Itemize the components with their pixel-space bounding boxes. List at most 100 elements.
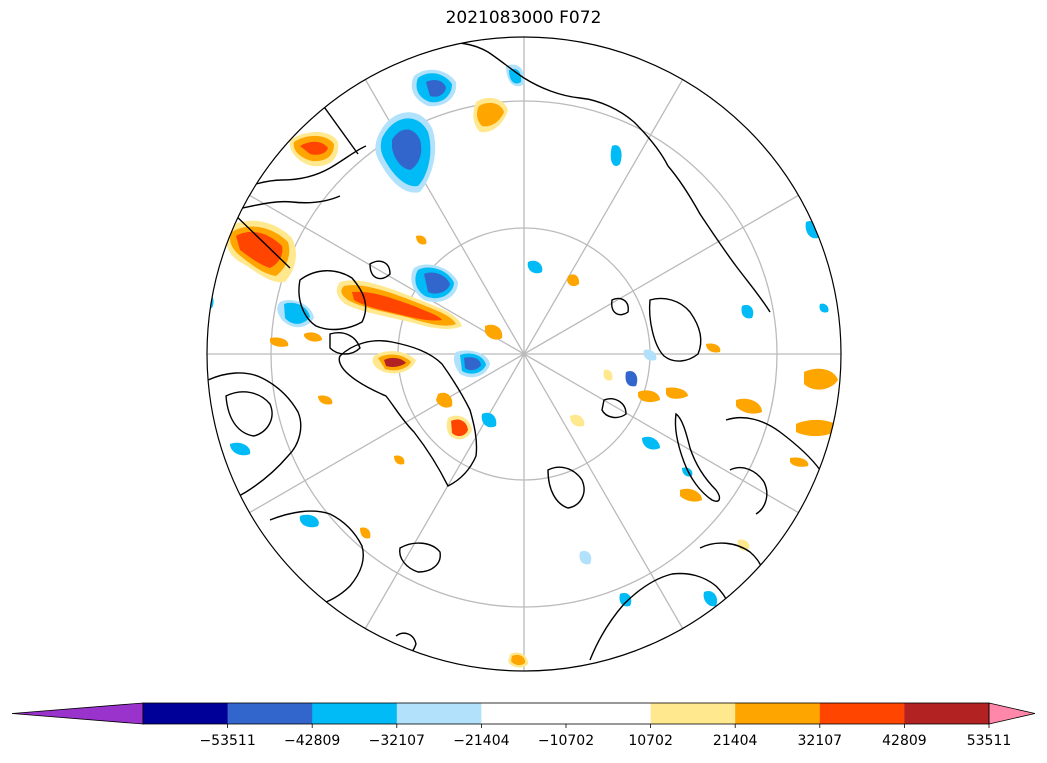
meridian-30e [523, 353, 688, 637]
anomaly-blob-positive [304, 332, 322, 342]
meridian-30w [360, 353, 525, 637]
anomaly-blob-positive [485, 324, 503, 340]
colorbar-segment [819, 703, 905, 724]
anomaly-blob-negative [610, 145, 622, 166]
anomaly-blob-negative [299, 514, 319, 528]
colorbar-tick-label: −21404 [453, 733, 509, 749]
anomaly-blob-positive [796, 419, 840, 437]
colorbar-tick-label: 10702 [628, 733, 673, 749]
anomaly-blob-positive [680, 488, 702, 502]
anomaly-blob-positive [638, 390, 660, 403]
colorbar-tick-label: −42809 [284, 733, 340, 749]
coastline-kara [729, 466, 768, 515]
colorbar-segment [396, 703, 482, 724]
colorbar-tick-label: −32107 [369, 733, 425, 749]
coastline-islands-2 [369, 260, 391, 280]
anomaly-blob-negative [527, 260, 543, 274]
anomaly-blob-positive [436, 392, 453, 408]
coastline-franz-josef [601, 398, 627, 419]
coastline-severnaya [611, 297, 629, 316]
coastline-siberia-east [667, 165, 771, 313]
anomaly-blob-negative [284, 302, 310, 324]
meridian-60e [523, 353, 807, 518]
coastline-islands-1 [329, 332, 361, 355]
colorbar-segment [566, 703, 652, 724]
anomaly-blob-positive [603, 369, 613, 381]
meridian-150w [360, 71, 525, 355]
colorbar-tick-label: 42809 [882, 733, 927, 749]
anomaly-blob-positive [270, 337, 289, 347]
meridian-120w [241, 190, 525, 355]
colorbar-segment [904, 703, 990, 724]
anomaly-blob-positive [477, 102, 504, 127]
coastline-chukotka [439, 42, 669, 167]
colorbar: −53511 −42809 −32107 −21404 −10702 10702 21404… [11, 702, 1036, 749]
anomaly-blob-negative [819, 303, 829, 313]
anomaly-blob-negative [741, 304, 754, 319]
colorbar-tick-label: −53511 [199, 733, 255, 749]
colorbar-segment [735, 703, 821, 724]
colorbar-tick-label: 53511 [967, 733, 1012, 749]
anomaly-blob-positive [567, 274, 580, 287]
colorbar-tick-label: −10702 [538, 733, 594, 749]
anomaly-blob-negative [579, 550, 592, 565]
coastlines [207, 42, 821, 665]
anomaly-blob-positive [318, 395, 333, 405]
colorbar-segment [650, 703, 736, 724]
anomaly-blob-negative [426, 80, 446, 97]
anomaly-blob-positive [300, 141, 328, 155]
anomaly-blob-positive [736, 398, 762, 414]
colorbar-segment [227, 703, 313, 724]
map-boundary [206, 36, 842, 672]
anomaly-blob-positive [416, 235, 427, 245]
political-boundary-alaska-yukon [321, 103, 359, 155]
meridian-60w [241, 353, 525, 518]
coastline-siberia-west [725, 416, 821, 471]
anomaly-blob-negative [392, 129, 422, 170]
anomaly-blob-negative [619, 592, 632, 607]
map-title: 2021083000 F072 [445, 8, 602, 28]
meridian-150e [523, 71, 688, 355]
anomaly-fills [207, 64, 840, 668]
coastline-taymyr [648, 297, 702, 362]
anomaly-blob-positive [451, 419, 468, 437]
coastline-svalbard [547, 466, 585, 509]
anomaly-blob-negative [464, 357, 481, 371]
coastline-novaya-zemlya [674, 412, 721, 502]
coastline-iceland [399, 542, 441, 573]
anomaly-blob-positive [790, 457, 809, 467]
colorbar-segment [312, 703, 398, 724]
coastline-greenland [338, 340, 478, 487]
colorbar-segment [143, 703, 229, 724]
anomaly-blob-negative [703, 590, 718, 607]
anomaly-blob-positive [360, 527, 371, 539]
anomaly-blob-negative [230, 442, 251, 456]
anomaly-blob-positive [737, 539, 750, 551]
anomaly-blob-negative [643, 349, 657, 361]
political-boundary-canada [231, 211, 291, 269]
anomaly-blob-positive [384, 357, 406, 367]
colorbar-tick-label: 21404 [713, 733, 758, 749]
anomaly-blob-positive [511, 654, 526, 666]
anomaly-blob-positive [352, 291, 442, 321]
anomaly-blob-positive [236, 231, 283, 268]
anomaly-blob-positive [804, 368, 838, 390]
anomaly-blob-negative [424, 272, 450, 294]
colorbar-segment [481, 703, 567, 724]
coastline-canadian-archipelago [298, 270, 367, 331]
colorbar-extend-low [11, 702, 144, 725]
anomaly-blob-positive [706, 343, 721, 353]
anomaly-blob-negative [642, 436, 660, 450]
coastline-labrador [269, 510, 364, 605]
coastline-alaska-north [231, 195, 341, 211]
anomaly-blob-positive [570, 414, 585, 427]
anomaly-blob-negative [625, 370, 638, 387]
anomaly-blob-negative [509, 68, 522, 84]
colorbar-extend-high [988, 702, 1036, 725]
coastline-north-america [207, 372, 302, 517]
anomaly-blob-positive [666, 387, 688, 399]
anomaly-blob-negative [481, 412, 497, 428]
coastline-hudson [225, 391, 273, 437]
graticule [207, 37, 841, 671]
